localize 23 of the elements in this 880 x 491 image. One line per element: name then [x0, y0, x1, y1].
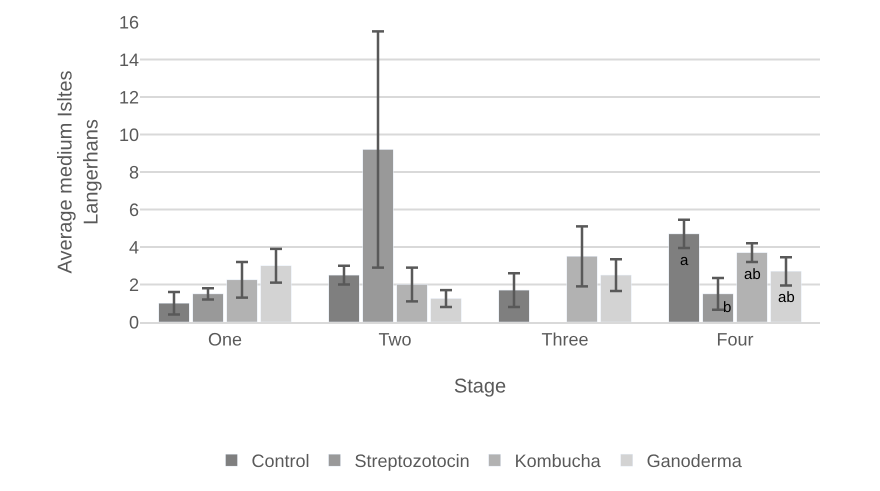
y-tick-label: 6 — [128, 200, 139, 220]
y-axis-title: Average medium Isltes Langerhans — [54, 70, 102, 274]
y-tick-label: 8 — [128, 162, 139, 182]
y-tick-label: 12 — [118, 87, 139, 108]
legend-label: Ganoderma — [646, 451, 743, 472]
x-tick-label: Three — [541, 329, 589, 350]
data-label: ab — [744, 266, 761, 283]
x-tick-label: Two — [378, 329, 412, 350]
y-tick-label: 10 — [118, 124, 139, 145]
y-tick-label: 16 — [118, 12, 139, 32]
x-tick-label: One — [208, 329, 242, 350]
legend-label: Control — [252, 451, 310, 472]
data-label: a — [680, 252, 689, 269]
data-label: b — [723, 299, 732, 316]
legend-label: Kombucha — [514, 451, 602, 472]
legend-label: Streptozotocin — [354, 451, 470, 472]
y-tick-label: 4 — [128, 237, 139, 258]
y-tick-label: 14 — [118, 50, 139, 70]
data-label: ab — [778, 289, 795, 306]
x-axis-title: Stage — [454, 375, 506, 398]
x-tick-label: Four — [716, 329, 754, 350]
y-tick-label: 2 — [128, 274, 139, 295]
y-tick-label: 0 — [128, 312, 139, 332]
